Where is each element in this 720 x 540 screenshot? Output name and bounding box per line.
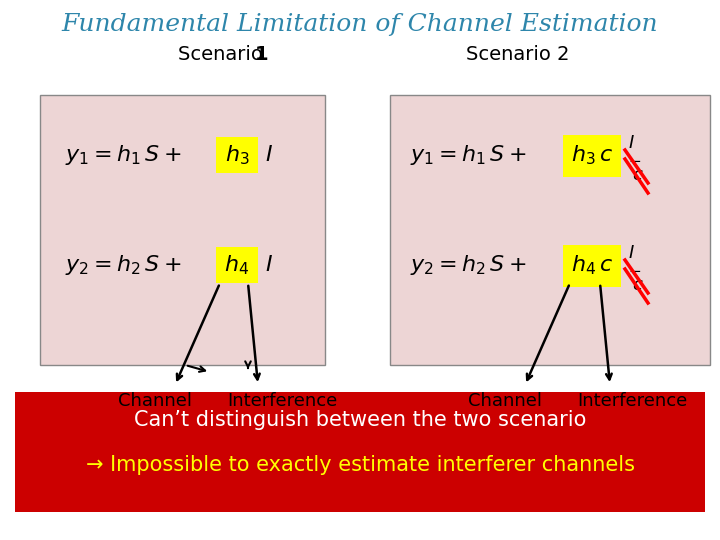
Text: $c$: $c$ — [632, 166, 644, 184]
Text: $-$: $-$ — [628, 152, 641, 167]
Text: $I$: $I$ — [628, 134, 635, 152]
Bar — [216, 247, 258, 283]
Bar — [15, 392, 705, 512]
Text: Interference: Interference — [227, 392, 337, 410]
Text: → Impossible to exactly estimate interferer channels: → Impossible to exactly estimate interfe… — [86, 455, 634, 475]
Text: $h_4\,c$: $h_4\,c$ — [571, 253, 613, 277]
Text: $h_3\,c$: $h_3\,c$ — [571, 143, 613, 167]
Text: $-$: $-$ — [628, 262, 641, 278]
Text: $h_4$: $h_4$ — [225, 253, 250, 277]
Text: $y_2 = h_2\,S + $: $y_2 = h_2\,S + $ — [410, 253, 526, 277]
Text: $h_3$: $h_3$ — [225, 143, 249, 167]
Text: Scenario: Scenario — [178, 45, 269, 64]
Text: 1: 1 — [255, 45, 269, 64]
Text: Can’t distinguish between the two scenario: Can’t distinguish between the two scenar… — [134, 410, 586, 430]
Text: Interference: Interference — [577, 392, 687, 410]
Text: $y_2 = h_2\,S + $: $y_2 = h_2\,S + $ — [65, 253, 181, 277]
Bar — [40, 95, 325, 365]
Text: $c$: $c$ — [632, 276, 644, 294]
Text: $I$: $I$ — [265, 254, 273, 276]
Bar — [563, 245, 621, 287]
Text: Fundamental Limitation of Channel Estimation: Fundamental Limitation of Channel Estima… — [62, 14, 658, 37]
Text: $y_1 = h_1\,S + $: $y_1 = h_1\,S + $ — [410, 143, 526, 167]
Bar — [390, 95, 710, 365]
Bar — [216, 137, 258, 173]
Text: Channel: Channel — [468, 392, 542, 410]
Text: $y_1 = h_1\,S + $: $y_1 = h_1\,S + $ — [65, 143, 181, 167]
Text: Channel: Channel — [118, 392, 192, 410]
Text: $I$: $I$ — [628, 244, 635, 262]
Text: $I$: $I$ — [265, 144, 273, 166]
Text: Scenario 2: Scenario 2 — [467, 45, 570, 64]
Bar — [563, 135, 621, 177]
